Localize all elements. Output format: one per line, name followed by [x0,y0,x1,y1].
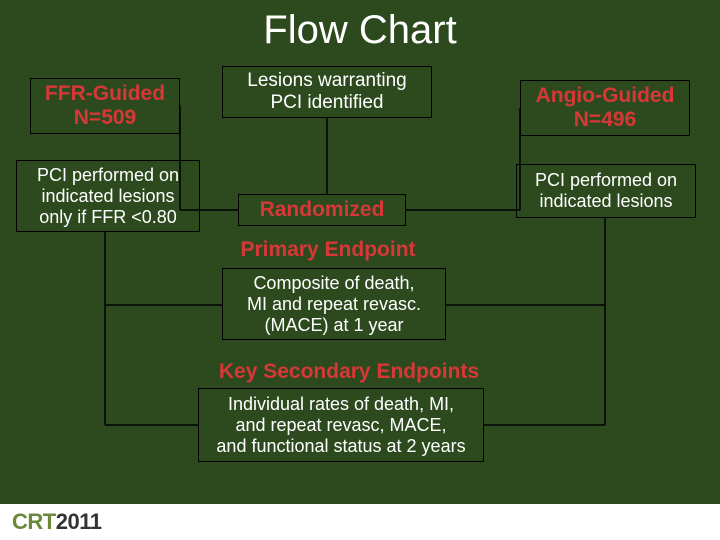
footer-crt: CRT [12,509,56,534]
footer-bar: CRT2011 [0,504,720,540]
footer-logo: CRT2011 [12,509,101,535]
connector-lines [0,0,720,540]
footer-year: 2011 [56,509,102,534]
